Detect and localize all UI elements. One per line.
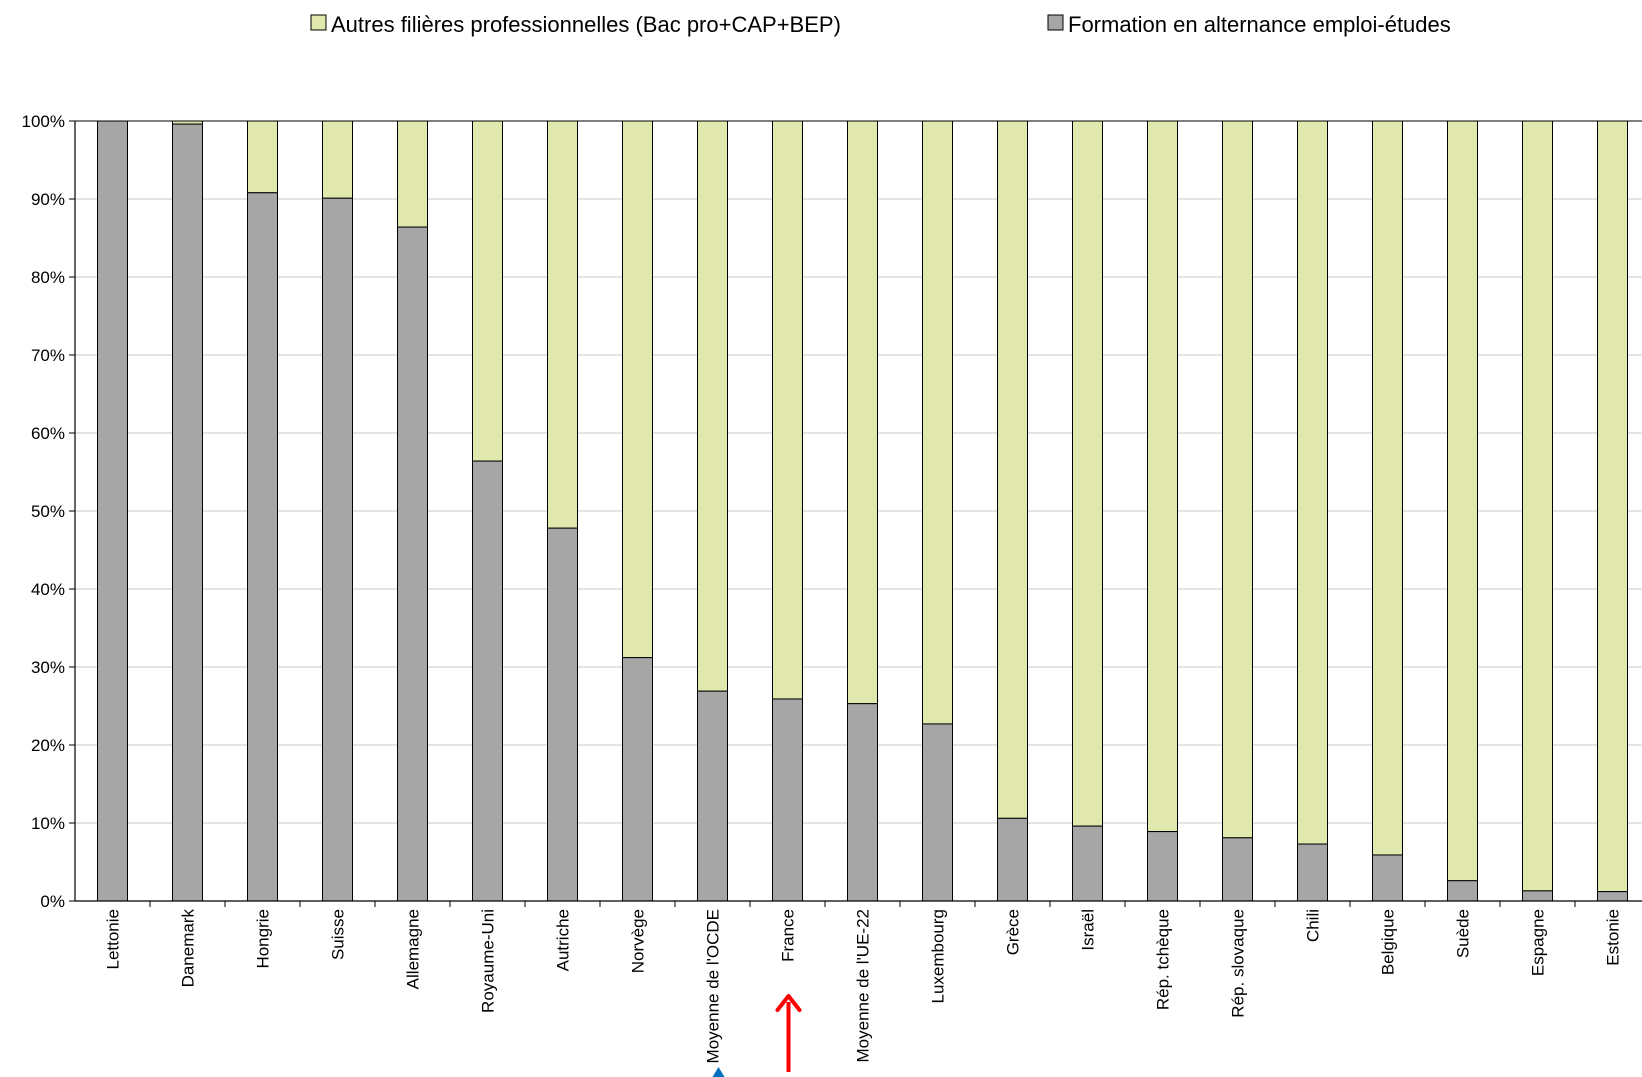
x-tick-label: Rép. tchèque [1154,909,1173,1010]
bar-segment-autres [397,120,428,228]
bar-segment-alternance [847,703,878,902]
x-tick-label: Suède [1454,909,1473,958]
x-tick-label: Chili [1304,909,1323,942]
y-axis: 0% 10% 20% 30% 40% 50% 60% 70% 80% 90% 100% [22,112,76,911]
y-tick-label: 100% [22,112,65,131]
bar-segment-alternance [397,226,428,902]
x-tick-label: Belgique [1379,909,1398,975]
bar-segment-alternance [1147,831,1178,902]
bar-segment-autres [922,120,953,725]
bar-segment-autres [1297,120,1328,845]
bar-segment-alternance [697,690,728,902]
x-axis: Lettonie Danemark Hongrie Suisse Allemagne Ro… [75,900,1642,1063]
x-tick-label: Rép. slovaque [1229,909,1248,1018]
bar-segment-alternance [247,192,278,902]
legend-swatch-alternance [1047,14,1064,31]
x-tick-label: Moyenne de l'OCDE [704,909,723,1063]
bar-segment-alternance [172,123,203,902]
secondary-arrow-head [712,1067,725,1077]
x-tick-label: Luxembourg [929,909,948,1004]
x-tick-label: Suisse [329,909,348,960]
bar-segment-alternance [1522,890,1553,902]
bar-segment-autres [1597,120,1628,893]
y-tick-label: 50% [31,502,65,521]
bar-segment-alternance [1297,843,1328,902]
highlight-arrow-head [775,994,802,1012]
x-tick-label: Estonie [1604,909,1623,966]
x-tick-label: Espagne [1529,909,1548,976]
legend-label-alternance: Formation en alternance emploi-études [1068,12,1451,37]
bar-segment-autres [247,120,278,194]
x-tick-label: France [779,909,798,962]
bar-segment-alternance [1072,825,1103,902]
x-tick-label: Royaume-Uni [479,909,498,1013]
bar-segment-autres [697,120,728,692]
bar-segment-alternance [772,698,803,902]
x-tick-label: Norvège [629,909,648,973]
bar-segment-alternance [622,657,653,902]
bar-segment-alternance [547,527,578,902]
bar-segment-alternance [1447,880,1478,902]
bar-segment-alternance [97,120,128,902]
legend-label-autres: Autres filières professionnelles (Bac pr… [331,12,841,37]
y-tick-label: 20% [31,736,65,755]
bar-segment-autres [1072,120,1103,827]
bar-segment-autres [1372,120,1403,856]
x-tick-label: Moyenne de l'UE-22 [854,909,873,1063]
x-tick-label: Israël [1079,909,1098,951]
bars [97,120,1628,902]
legend-swatch-autres [310,14,327,31]
bar-segment-alternance [997,817,1028,902]
bar-segment-alternance [922,723,953,902]
y-tick-label: 80% [31,268,65,287]
x-tick-label: Lettonie [104,909,123,970]
bar-segment-autres [472,120,503,462]
bar-segment-alternance [1372,854,1403,902]
bar-segment-autres [772,120,803,700]
bar-segment-alternance [322,197,353,902]
y-tick-label: 70% [31,346,65,365]
bar-segment-autres [1147,120,1178,833]
bar-segment-alternance [1597,891,1628,902]
y-tick-label: 90% [31,190,65,209]
bar-segment-alternance [1222,837,1253,902]
bar-segment-alternance [472,460,503,902]
x-tick-label: Grèce [1004,909,1023,955]
x-tick-label: Autriche [554,909,573,971]
bar-segment-autres [547,120,578,529]
y-tick-label: 0% [40,892,65,911]
y-tick-label: 40% [31,580,65,599]
bar-segment-autres [622,120,653,659]
legend: Autres filières professionnelles (Bac pr… [310,12,1451,37]
bar-segment-autres [1222,120,1253,839]
bar-segment-autres [997,120,1028,819]
bar-segment-autres [847,120,878,705]
markers [712,994,802,1077]
bar-segment-autres [322,120,353,199]
x-tick-label: Hongrie [254,909,273,969]
y-tick-label: 30% [31,658,65,677]
bar-segment-autres [1447,120,1478,882]
y-tick-label: 60% [31,424,65,443]
bar-segment-autres [1522,120,1553,892]
y-tick-label: 10% [31,814,65,833]
x-tick-label: Danemark [179,909,198,988]
x-tick-label: Allemagne [404,909,423,989]
